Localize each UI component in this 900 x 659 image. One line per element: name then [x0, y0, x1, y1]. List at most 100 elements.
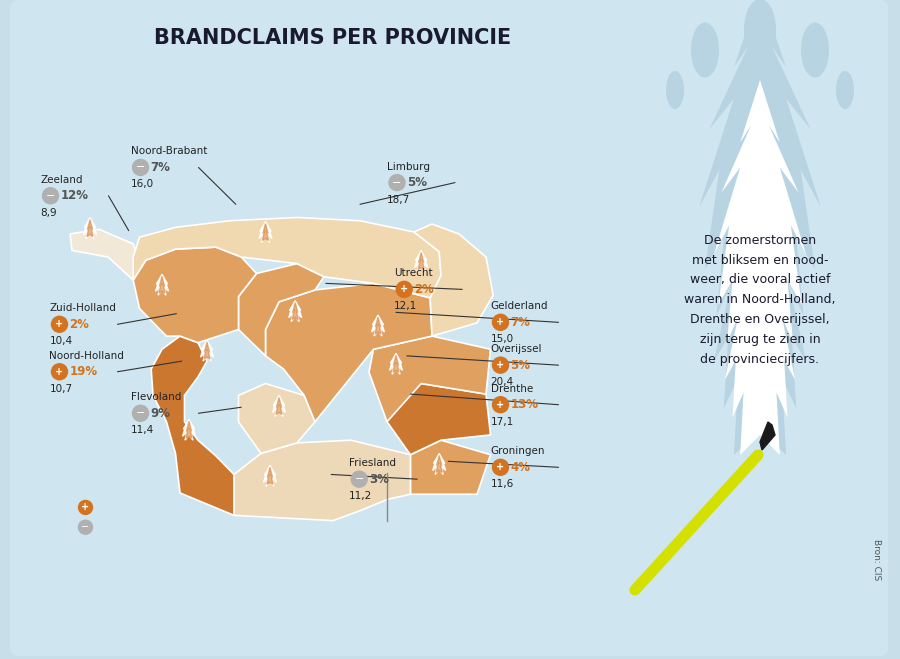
Polygon shape [183, 419, 195, 440]
Text: 2%: 2% [69, 318, 89, 331]
Polygon shape [263, 223, 268, 241]
Text: 10,4: 10,4 [50, 336, 73, 346]
Polygon shape [259, 221, 272, 243]
Text: 19%: 19% [69, 365, 97, 378]
Circle shape [132, 405, 148, 421]
Polygon shape [433, 453, 446, 474]
Text: 9%: 9% [150, 407, 170, 420]
Text: +: + [497, 360, 505, 370]
FancyBboxPatch shape [10, 0, 888, 656]
Polygon shape [234, 440, 410, 521]
Text: 8,9: 8,9 [40, 208, 57, 217]
Text: Zuid-Holland: Zuid-Holland [50, 303, 116, 313]
Text: 12,1: 12,1 [394, 301, 418, 311]
Bar [78, 40, 588, 62]
Polygon shape [418, 252, 424, 270]
Text: 5%: 5% [407, 176, 427, 189]
Circle shape [51, 364, 68, 380]
Text: 4%: 4% [510, 461, 530, 474]
Polygon shape [276, 397, 282, 415]
Polygon shape [266, 283, 432, 422]
Text: BRANDCLAIMS PER PROVINCIE: BRANDCLAIMS PER PROVINCIE [155, 28, 511, 48]
Text: 10,7: 10,7 [50, 384, 73, 393]
Text: Noord-Brabant: Noord-Brabant [130, 146, 207, 156]
Polygon shape [390, 353, 402, 374]
FancyBboxPatch shape [74, 4, 592, 64]
Text: −: − [136, 163, 145, 173]
Text: 7%: 7% [510, 316, 530, 329]
Polygon shape [414, 224, 493, 336]
Circle shape [396, 281, 412, 297]
Text: Gelderland: Gelderland [491, 301, 548, 311]
Ellipse shape [836, 71, 854, 109]
Polygon shape [714, 80, 806, 455]
Text: 3%: 3% [369, 473, 389, 486]
Polygon shape [238, 264, 324, 356]
Text: −: − [136, 409, 145, 418]
Text: 7%: 7% [150, 161, 170, 174]
Text: Overijssel: Overijssel [491, 344, 542, 354]
Text: +: + [81, 502, 90, 513]
Text: +: + [497, 400, 505, 410]
Text: −: − [355, 474, 364, 484]
Text: 12%: 12% [60, 189, 88, 202]
Polygon shape [267, 467, 273, 484]
Ellipse shape [801, 22, 829, 78]
Circle shape [42, 188, 58, 204]
Polygon shape [70, 229, 140, 280]
Polygon shape [289, 301, 302, 322]
Text: 13%: 13% [510, 398, 538, 411]
Polygon shape [760, 422, 775, 450]
Ellipse shape [666, 71, 684, 109]
Text: 17,1: 17,1 [491, 416, 514, 426]
Polygon shape [436, 455, 442, 473]
Text: +: + [497, 318, 505, 328]
Polygon shape [369, 336, 491, 422]
Text: +: + [400, 285, 409, 295]
Polygon shape [84, 217, 96, 239]
Text: 20,4: 20,4 [491, 377, 514, 387]
Text: 18,7: 18,7 [387, 194, 410, 204]
Text: +: + [56, 320, 64, 330]
Text: 15,0: 15,0 [491, 334, 514, 344]
Polygon shape [273, 395, 285, 416]
Polygon shape [186, 421, 192, 438]
Polygon shape [264, 465, 276, 486]
Text: +: + [497, 463, 505, 473]
Text: De zomerstormen
met bliksem en nood-
weer, die vooral actief
waren in Noord-Holl: De zomerstormen met bliksem en nood- wee… [684, 233, 836, 366]
Polygon shape [415, 250, 428, 272]
Polygon shape [375, 317, 381, 334]
Text: 11,6: 11,6 [491, 479, 514, 489]
Polygon shape [133, 247, 256, 343]
Text: 5%: 5% [510, 358, 530, 372]
Circle shape [389, 175, 405, 190]
Circle shape [492, 459, 508, 475]
Text: 11,4: 11,4 [130, 425, 154, 435]
Ellipse shape [744, 0, 776, 61]
Text: Flevoland: Flevoland [130, 392, 181, 402]
Circle shape [351, 471, 367, 487]
Circle shape [78, 520, 93, 534]
Polygon shape [204, 342, 210, 359]
Polygon shape [133, 217, 441, 298]
Text: Zeeland: Zeeland [40, 175, 83, 185]
Polygon shape [372, 315, 384, 336]
Text: +: + [56, 367, 64, 377]
Polygon shape [699, 0, 821, 455]
Polygon shape [201, 340, 213, 361]
Text: Utrecht: Utrecht [394, 268, 433, 278]
Text: −: − [46, 191, 55, 201]
Circle shape [492, 397, 508, 413]
Text: Limburg: Limburg [387, 161, 430, 171]
Ellipse shape [691, 22, 719, 78]
Circle shape [492, 314, 508, 330]
Text: Bron: CIS: Bron: CIS [871, 539, 880, 581]
Polygon shape [151, 336, 234, 515]
Circle shape [78, 500, 93, 515]
Text: 11,2: 11,2 [349, 491, 373, 501]
Circle shape [51, 316, 68, 332]
Text: −: − [81, 522, 90, 532]
Text: 2%: 2% [414, 283, 434, 296]
Polygon shape [410, 440, 491, 494]
Polygon shape [238, 384, 315, 453]
